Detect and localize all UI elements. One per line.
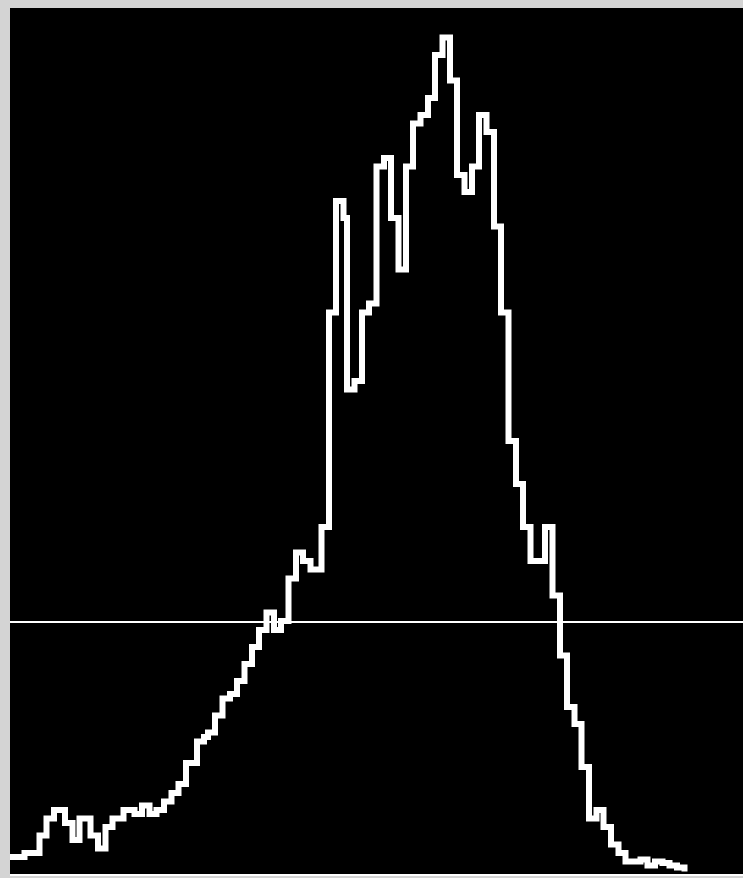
histogram-plot-area: [10, 8, 743, 876]
data-point: [95, 845, 101, 852]
data-point: [446, 77, 453, 84]
data-point: [666, 862, 673, 869]
data-point: [366, 300, 373, 307]
data-point: [300, 558, 307, 565]
data-point: [608, 841, 615, 848]
data-point: [333, 197, 340, 204]
data-point: [461, 189, 468, 196]
data-point: [160, 798, 167, 805]
data-point: [527, 558, 534, 565]
data-point: [571, 721, 578, 728]
data-point: [120, 806, 127, 813]
data-point: [380, 154, 387, 161]
data-point: [344, 386, 351, 393]
data-point: [285, 575, 292, 582]
data-point: [358, 309, 365, 316]
data-point: [659, 860, 666, 867]
data-point: [476, 112, 483, 118]
data-point: [615, 849, 622, 856]
data-point: [542, 523, 549, 530]
data-point: [424, 94, 431, 101]
data-point: [325, 309, 332, 316]
histogram-trace-0: [10, 34, 688, 871]
data-point: [432, 51, 439, 58]
data-point: [340, 214, 347, 221]
data-point: [168, 789, 175, 796]
data-point: [212, 712, 219, 719]
data-point: [593, 806, 600, 813]
histogram-chart: [10, 34, 743, 876]
data-point: [182, 759, 189, 766]
data-point: [193, 738, 200, 745]
data-point: [69, 837, 76, 843]
data-point: [51, 806, 57, 813]
data-point: [388, 214, 395, 221]
data-point: [153, 806, 160, 813]
data-point: [600, 824, 607, 831]
data-point: [637, 856, 644, 863]
data-point: [534, 558, 541, 565]
data-point: [498, 309, 505, 316]
data-point: [314, 566, 321, 573]
data-point: [234, 678, 241, 685]
data-point: [512, 480, 519, 487]
data-point: [586, 815, 593, 822]
data-point: [644, 862, 651, 869]
data-point: [131, 811, 138, 818]
data-point: [318, 523, 325, 530]
data-point: [417, 112, 424, 118]
data-point: [87, 832, 94, 839]
data-point: [564, 704, 571, 710]
data-point: [556, 652, 563, 659]
data-point: [248, 643, 255, 650]
data-point: [36, 832, 43, 839]
data-point: [219, 695, 226, 702]
data-point: [373, 163, 380, 170]
data-point: [681, 865, 688, 872]
data-point: [630, 858, 636, 865]
data-point: [102, 824, 109, 831]
data-point: [146, 811, 153, 818]
data-point: [505, 438, 512, 444]
data-point: [278, 618, 285, 625]
data-point: [138, 802, 145, 809]
data-point: [21, 849, 28, 856]
data-point: [351, 377, 358, 384]
data-point: [395, 266, 402, 273]
data-point: [483, 129, 490, 136]
data-point: [241, 661, 248, 668]
data-point: [43, 815, 50, 822]
data-point: [76, 815, 83, 822]
data-point: [520, 523, 527, 530]
data-point: [201, 734, 208, 740]
data-point: [410, 120, 417, 127]
data-point: [226, 691, 233, 698]
data-point: [490, 223, 497, 230]
data-point: [578, 764, 585, 770]
data-point: [652, 858, 658, 865]
data-point: [292, 549, 299, 556]
data-point: [10, 854, 13, 861]
data-point: [62, 819, 68, 826]
data-point: [402, 163, 409, 170]
data-point: [622, 858, 629, 865]
data-point: [256, 626, 263, 633]
data-point: [263, 609, 270, 616]
data-point: [175, 781, 182, 788]
data-point: [307, 566, 314, 573]
data-point: [468, 163, 475, 170]
data-point: [674, 864, 680, 871]
data-point: [454, 172, 461, 178]
data-point: [204, 729, 211, 736]
data-point: [270, 626, 277, 633]
data-point: [549, 592, 556, 599]
data-point: [109, 815, 116, 822]
data-point: [439, 34, 446, 41]
